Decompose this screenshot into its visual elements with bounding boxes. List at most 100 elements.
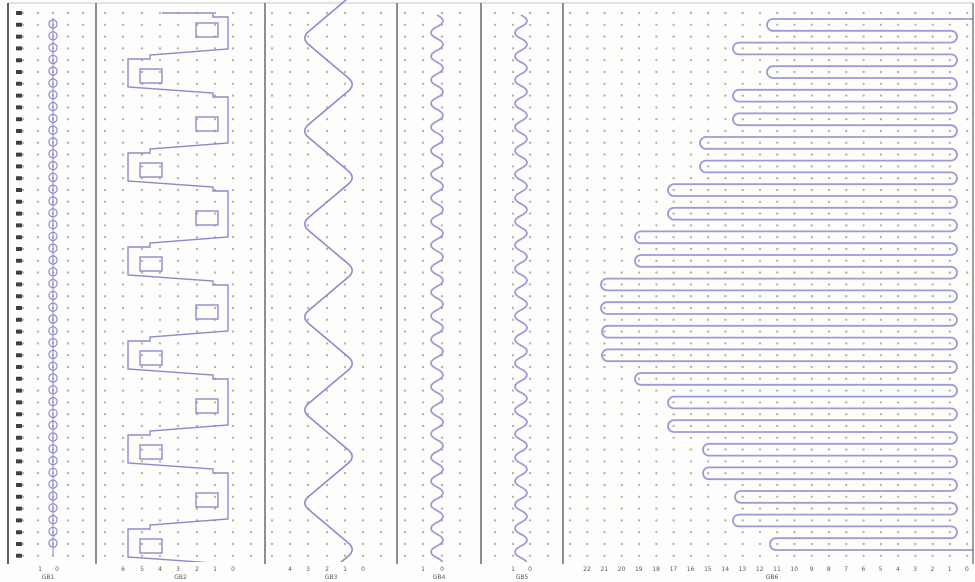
chain-circle xyxy=(48,408,58,419)
grid-dots xyxy=(270,11,383,557)
row-marker xyxy=(16,518,22,523)
chain-circle xyxy=(48,455,58,466)
step-box xyxy=(195,210,219,226)
tick-label: 17 xyxy=(670,566,678,573)
row-marker xyxy=(16,199,22,204)
chain-circle xyxy=(48,231,58,242)
chain-circle xyxy=(48,172,58,183)
tick-label: 4 xyxy=(896,566,900,573)
row-marker xyxy=(16,412,22,417)
chain-circle xyxy=(48,42,58,53)
tick-label: 20 xyxy=(618,566,626,573)
chain-circle xyxy=(48,526,58,537)
step-trace xyxy=(127,12,229,562)
tick-label: 1 xyxy=(38,566,42,573)
tick-label: 0 xyxy=(55,566,59,573)
trace-wiggle xyxy=(514,14,528,562)
step-box xyxy=(195,116,219,132)
row-marker xyxy=(16,353,22,358)
panel-label: GB2 xyxy=(174,574,187,581)
tick-label: 5 xyxy=(879,566,883,573)
panel-label: GB4 xyxy=(433,574,446,581)
chain-circle xyxy=(48,137,58,147)
chain-circle xyxy=(48,326,58,336)
tick-label: 19 xyxy=(635,566,643,573)
tick-label: 16 xyxy=(687,566,695,573)
step-box xyxy=(139,538,163,554)
tick-label: 15 xyxy=(704,566,712,573)
row-marker xyxy=(16,435,22,440)
row-marker xyxy=(16,11,22,15)
chain-circle xyxy=(48,491,58,501)
chain-circle xyxy=(48,432,58,442)
tick-label: 1 xyxy=(213,566,217,573)
chain-circle xyxy=(48,149,58,159)
panel-label: GB1 xyxy=(42,574,55,581)
trace-zigzag xyxy=(304,0,353,562)
row-marker xyxy=(16,306,22,310)
tick-labels: 22 21 20 19 18 17 16 15 14 13 12 11 10 9 8 7 6 5 4 3 2 1 0 xyxy=(583,566,969,573)
chain-circle xyxy=(48,31,58,41)
row-marker xyxy=(16,140,22,145)
trace-circle_chain xyxy=(48,18,58,556)
tick-label: 1 xyxy=(421,566,425,573)
tick-label: 6 xyxy=(861,566,865,573)
chain-circle xyxy=(48,349,58,360)
row-marker xyxy=(16,447,22,452)
chain-circle xyxy=(48,255,58,265)
chain-circle xyxy=(48,278,58,289)
row-marker xyxy=(16,46,22,51)
step-box xyxy=(195,304,219,320)
row-marker xyxy=(16,117,22,122)
panel-label: GB5 xyxy=(516,574,529,581)
row-marker xyxy=(16,506,22,511)
row-marker xyxy=(16,553,22,558)
row-marker xyxy=(16,424,22,428)
chain-circle xyxy=(48,19,58,29)
chain-circle xyxy=(48,113,58,124)
chain-circle xyxy=(48,385,58,395)
row-marker xyxy=(16,93,22,98)
tick-label: 0 xyxy=(528,566,532,573)
tick-labels: 6 5 4 3 2 1 0 xyxy=(121,566,235,573)
wiggle-trace xyxy=(514,14,528,562)
chain-circle xyxy=(48,219,58,230)
tick-label: 13 xyxy=(739,566,747,573)
row-marker xyxy=(16,164,22,169)
row-marker xyxy=(16,211,22,216)
chain-circle xyxy=(48,90,58,100)
row-marker xyxy=(16,152,22,157)
tick-label: 7 xyxy=(844,566,848,573)
panel-label: GB3 xyxy=(325,574,338,581)
row-marker xyxy=(16,34,22,39)
row-marker xyxy=(16,294,22,299)
tick-label: 6 xyxy=(121,566,125,573)
tick-label: 11 xyxy=(773,566,781,573)
chain-circle xyxy=(48,314,58,324)
row-marker xyxy=(16,235,22,240)
row-marker xyxy=(16,247,22,251)
tick-labels: 4 3 2 1 0 xyxy=(288,566,365,573)
chain-circle xyxy=(48,243,58,253)
row-marker xyxy=(16,282,22,287)
step-box xyxy=(139,68,163,84)
panel-GB2: 6 5 4 3 2 1 0 GB2 xyxy=(95,3,253,581)
row-marker xyxy=(16,329,22,334)
step-box xyxy=(195,492,219,508)
chain-circle xyxy=(48,267,58,277)
row-marker xyxy=(16,317,22,322)
row-marker xyxy=(16,258,22,263)
row-marker xyxy=(16,542,22,546)
tick-label: 0 xyxy=(440,566,444,573)
tick-label: 8 xyxy=(827,566,831,573)
row-marker xyxy=(16,270,22,275)
row-marker xyxy=(16,341,22,346)
tick-label: 2 xyxy=(930,566,934,573)
grid-dots xyxy=(103,11,253,557)
